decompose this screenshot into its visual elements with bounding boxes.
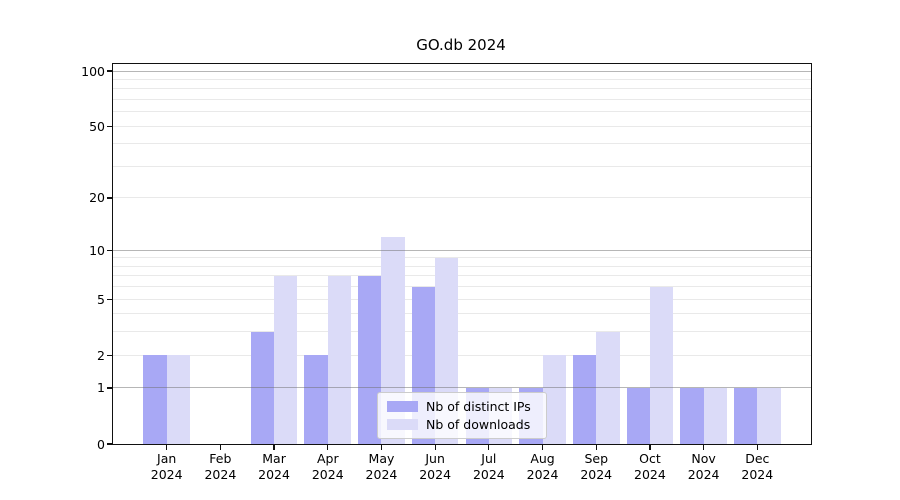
gridline-major-100: [113, 70, 811, 72]
legend-label-downloads: Nb of downloads: [426, 416, 531, 432]
gridline-minor-30: [113, 165, 811, 167]
x-tick-label-jul: Jul 2024: [472, 451, 505, 482]
bar-nb-of-distinct-ips-jan: [143, 355, 167, 444]
x-tick-mark-sep: [595, 445, 597, 450]
gridline-major-1: [113, 387, 811, 389]
gridline-minor-3: [113, 331, 811, 333]
gridline-major-10: [113, 249, 811, 251]
gridline-minor-60: [113, 111, 811, 113]
x-tick-label-feb: Feb 2024: [204, 451, 237, 482]
bar-nb-of-downloads-oct: [649, 286, 674, 444]
y-tick-label-0: 0: [97, 436, 105, 452]
x-tick-label-may: May 2024: [365, 451, 398, 482]
legend-swatch-distinct-ips: [387, 401, 418, 413]
gridline-minor-80: [113, 88, 811, 90]
x-tick-mark-jan: [166, 445, 168, 450]
x-tick-mark-mar: [273, 445, 275, 450]
y-tick-mark-10: [107, 249, 112, 251]
bar-nb-of-downloads-mar: [274, 275, 298, 444]
x-tick-label-apr: Apr 2024: [311, 451, 344, 482]
x-tick-label-aug: Aug 2024: [526, 451, 559, 482]
bar-nb-of-distinct-ips-sep: [572, 355, 597, 444]
gridline-minor-70: [113, 98, 811, 100]
y-tick-mark-5: [107, 298, 112, 300]
y-tick-label-5: 5: [97, 291, 105, 307]
legend-item-downloads: Nb of downloads: [387, 417, 537, 432]
gridline-minor-2: [113, 354, 811, 356]
x-tick-label-jun: Jun 2024: [419, 451, 452, 482]
y-tick-label-1: 1: [97, 380, 105, 396]
y-tick-mark-0: [107, 443, 112, 445]
y-tick-mark-50: [107, 125, 112, 127]
gridline-minor-7: [113, 275, 811, 277]
x-tick-mark-apr: [327, 445, 329, 450]
legend-item-distinct-ips: Nb of distinct IPs: [387, 399, 537, 414]
gridline-minor-40: [113, 143, 811, 145]
x-tick-mark-feb: [219, 445, 222, 450]
gridline-minor-4: [113, 313, 811, 315]
gridline-minor-5: [113, 298, 811, 300]
y-tick-mark-2: [107, 354, 112, 356]
bar-nb-of-distinct-ips-apr: [304, 355, 328, 444]
plot-area: Nb of distinct IPs Nb of downloads 0 1 2 5 1…: [81, 63, 812, 482]
bar-nb-of-downloads-aug: [542, 355, 566, 444]
bar-nb-of-distinct-ips-oct: [626, 387, 650, 444]
y-tick-label-20: 20: [89, 190, 105, 206]
y-tick-mark-1: [107, 387, 112, 389]
x-tick-mark-jul: [488, 445, 490, 450]
x-tick-mark-nov: [702, 445, 705, 450]
gridline-minor-9: [113, 257, 811, 259]
y-tick-label-100: 100: [81, 63, 105, 79]
bar-nb-of-downloads-dec: [757, 387, 781, 444]
y-tick-label-2: 2: [97, 347, 105, 363]
bar-nb-of-downloads-jan: [166, 355, 190, 444]
legend-swatch-downloads: [387, 418, 418, 430]
bar-nb-of-distinct-ips-dec: [734, 387, 758, 444]
y-tick-mark-20: [107, 197, 112, 199]
x-tick-mark-dec: [756, 445, 758, 450]
gridline-minor-6: [113, 286, 811, 288]
gridline-minor-20: [113, 197, 811, 199]
x-tick-label-nov: Nov 2024: [687, 451, 720, 482]
x-tick-mark-jun: [434, 445, 436, 450]
x-tick-label-sep: Sep 2024: [580, 451, 613, 482]
x-tick-label-oct: Oct 2024: [634, 451, 666, 482]
bar-nb-of-distinct-ips-nov: [680, 387, 704, 444]
x-tick-mark-aug: [541, 445, 544, 450]
gridline-minor-8: [113, 265, 811, 267]
legend-label-distinct-ips: Nb of distinct IPs: [426, 399, 531, 415]
x-tick-label-jan: Jan 2024: [150, 451, 183, 482]
y-tick-label-50: 50: [89, 118, 105, 134]
x-tick-mark-oct: [649, 445, 651, 450]
bar-nb-of-downloads-apr: [327, 275, 352, 444]
bar-nb-of-downloads-nov: [703, 387, 727, 444]
x-tick-label-mar: Mar 2024: [258, 451, 290, 482]
y-tick-mark-100: [107, 70, 112, 72]
minor-gridlines-layer: [113, 64, 811, 444]
legend: Nb of distinct IPs Nb of downloads: [377, 392, 547, 439]
y-tick-label-10: 10: [89, 242, 105, 258]
major-gridlines-layer: [113, 64, 811, 444]
chart-title: GO.db 2024: [416, 36, 506, 54]
gridline-minor-90: [113, 78, 811, 80]
x-tick-mark-may: [380, 445, 383, 450]
x-tick-label-dec: Dec 2024: [741, 451, 774, 482]
gridline-minor-50: [113, 125, 811, 127]
bar-nb-of-distinct-ips-may: [358, 275, 382, 444]
